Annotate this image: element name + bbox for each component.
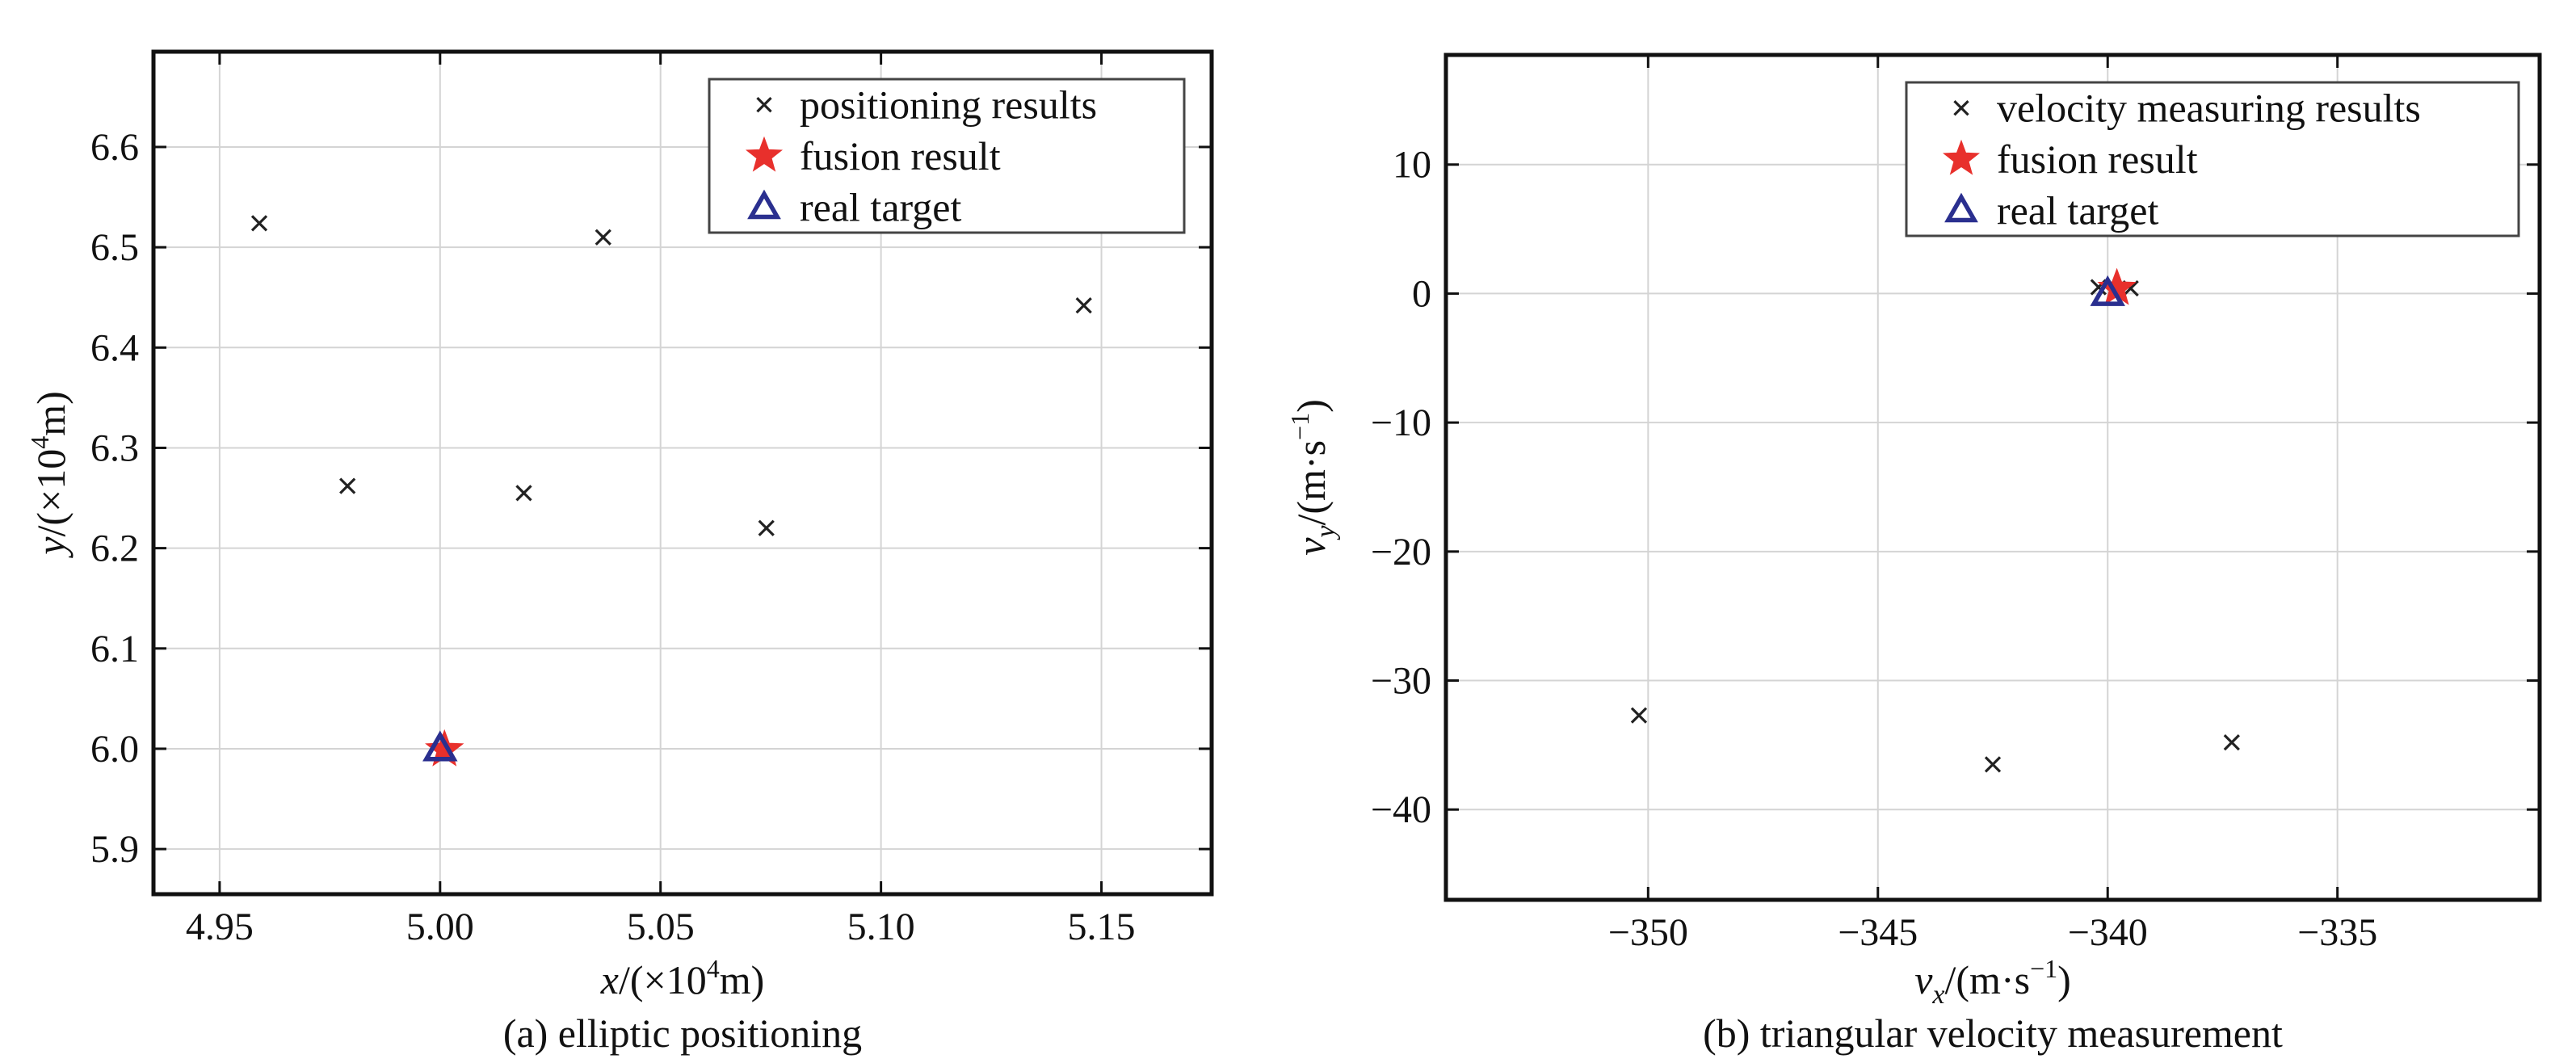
x-axis-label-unit: /(×10 — [619, 957, 707, 1002]
y-axis-label-unit: /(×10 — [28, 449, 74, 537]
data-point-x — [1630, 707, 1648, 724]
data-point-x — [595, 229, 611, 246]
x-axis-label-sub: x — [1931, 980, 1944, 1010]
data-point-triangle — [2090, 275, 2125, 306]
legend-label: real target — [1997, 187, 2158, 233]
x-axis-label-var: x — [600, 957, 619, 1002]
data-point-x — [2223, 734, 2240, 751]
legend-box — [708, 78, 1186, 234]
legend-label: fusion result — [1997, 137, 2198, 182]
x-tick-label: −335 — [2297, 911, 2377, 954]
data-point-x — [1984, 756, 2002, 773]
y-axis-label-var: v — [1288, 537, 1334, 556]
legend-label: real target — [800, 184, 961, 229]
x-axis-label-var: v — [1914, 957, 1933, 1002]
y-axis-label-unit: /(m·s — [1288, 440, 1334, 526]
legend-marker-star — [1942, 139, 1981, 175]
chart-caption: (b) triangular velocity measurement — [1703, 1010, 2283, 1056]
data-point-triangle — [422, 730, 458, 762]
legend-label: fusion result — [800, 133, 1001, 179]
y-tick-label: 10 — [1393, 144, 1431, 187]
y-axis-label-sup: −1 — [1285, 413, 1314, 440]
y-tick-label: 5.9 — [90, 828, 139, 871]
legend-marker-star — [745, 136, 784, 172]
data-point-x — [250, 215, 268, 232]
data-point-x — [758, 519, 775, 536]
y-axis-label-tail: ) — [1288, 399, 1334, 413]
y-axis-label-tail: m) — [28, 391, 74, 436]
y-axis-label-sub: y — [1311, 525, 1341, 540]
y-tick-label: −10 — [1371, 401, 1431, 444]
x-tick-label: −350 — [1608, 911, 1688, 954]
x-axis-label-sup: −1 — [2030, 954, 2057, 983]
y-tick-label: 6.6 — [90, 126, 139, 169]
plot-frame — [1443, 53, 2542, 902]
y-tick-label: 6.1 — [90, 628, 139, 670]
y-axis-label: y/(×104m) — [25, 391, 74, 559]
chart-triangular-velocity: −350 −345 −340 −335 −40 −30 −20 −10 0 10 velocity … — [1285, 53, 2542, 1056]
x-axis-label-tail: ) — [2057, 957, 2071, 1002]
data-point-x — [339, 477, 356, 494]
x-axis-label-sup: 4 — [707, 954, 720, 983]
y-tick-label: −20 — [1371, 531, 1431, 574]
y-tick-label: 0 — [1412, 272, 1431, 315]
y-tick-label: 6.2 — [90, 527, 139, 570]
x-axis-label: x/(×104m) — [600, 954, 765, 1002]
legend-marker-triangle — [747, 189, 781, 220]
y-tick-label: 6.5 — [90, 226, 139, 269]
x-tick-label: 5.10 — [847, 905, 915, 948]
y-tick-label: 6.3 — [90, 426, 139, 469]
data-point-x — [515, 485, 532, 502]
y-tick-label: −30 — [1371, 660, 1431, 703]
legend-marker-x — [1953, 99, 1969, 116]
x-axis-label-unit: /(m·s — [1945, 957, 2031, 1002]
y-tick-label: −40 — [1371, 788, 1431, 831]
x-axis-label: vx/(m·s−1) — [1914, 954, 2071, 1010]
legend-label: velocity measuring results — [1997, 86, 2421, 131]
y-axis-label-sup: 4 — [25, 436, 54, 449]
y-tick-label: 6.0 — [90, 728, 139, 771]
chart-elliptic-positioning: 4.95 5.00 5.05 5.10 5.15 5.9 6.0 6.1 6.2 6.3 6.4 6.… — [25, 49, 1214, 1056]
plot-frame — [151, 49, 1214, 897]
chart-caption: (a) elliptic positioning — [503, 1010, 862, 1056]
y-axis-label: vy/(m·s−1) — [1285, 399, 1341, 556]
legend-marker-x — [756, 96, 772, 113]
x-tick-label: −340 — [2068, 911, 2148, 954]
y-tick-label: 6.4 — [90, 326, 139, 369]
x-tick-label: −345 — [1838, 911, 1918, 954]
x-tick-label: 5.15 — [1068, 905, 1136, 948]
x-axis-label-tail: m) — [720, 957, 765, 1002]
x-tick-label: 5.05 — [627, 905, 695, 948]
legend-box — [1905, 81, 2520, 237]
data-point-x — [1075, 297, 1092, 314]
y-axis-label-var: y — [28, 536, 74, 559]
x-tick-label: 5.00 — [406, 905, 474, 948]
legend-marker-triangle — [1944, 192, 1978, 223]
legend-label: positioning results — [800, 82, 1097, 128]
x-tick-label: 4.95 — [186, 905, 254, 948]
